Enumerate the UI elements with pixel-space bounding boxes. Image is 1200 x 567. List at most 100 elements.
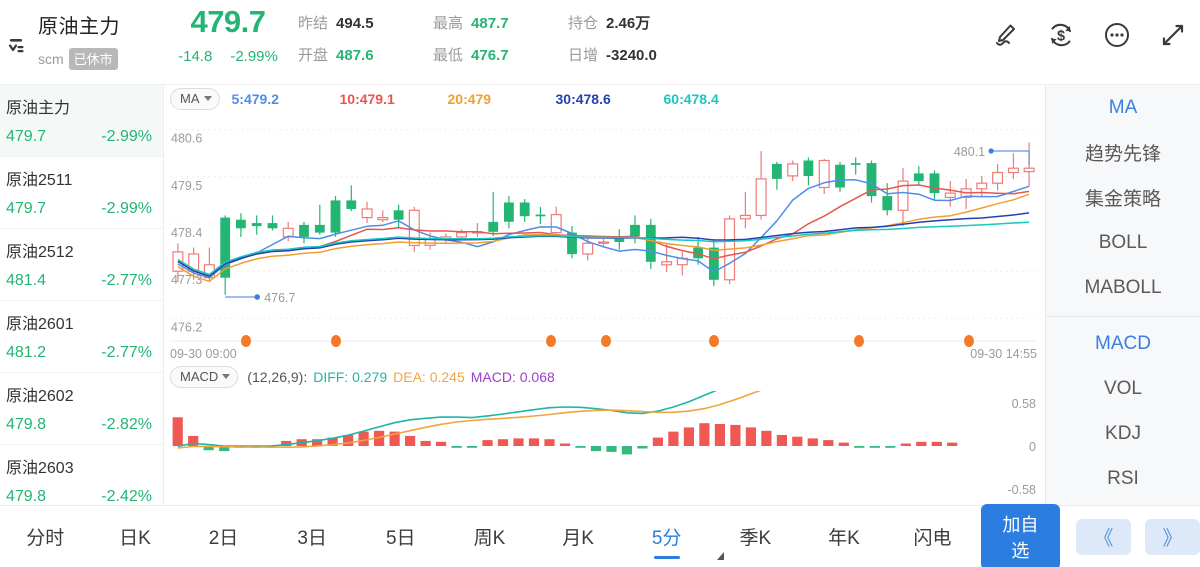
macd-params: (12,26,9):: [247, 369, 308, 385]
change-percent: -2.99%: [230, 48, 278, 65]
watchlist-item-name: 原油2511: [6, 172, 73, 189]
stat-label: 昨结: [298, 15, 329, 32]
candlestick-chart[interactable]: 480.6 479.5 478.4 477.3 476.2 480.1 476.7 09-30…: [164, 113, 1045, 363]
watchlist-item-3[interactable]: 原油2601 481.2 -2.77%: [0, 301, 163, 373]
stat-open: 开盘 487.6: [298, 44, 433, 65]
svg-text:$: $: [1057, 29, 1065, 45]
indicator-kdj[interactable]: KDJ: [1105, 422, 1141, 444]
ma5-value: 5:479.2: [231, 91, 279, 107]
stat-column-1: 昨结 494.5 开盘 487.6: [298, 12, 433, 76]
watchlist-item-pct: -2.99%: [101, 200, 152, 217]
stat-label: 日增: [568, 47, 599, 64]
tab-3day[interactable]: 3日: [297, 528, 327, 549]
watchlist-item-2[interactable]: 原油2512 481.4 -2.77%: [0, 229, 163, 301]
instrument-name: 原油主力: [38, 16, 120, 38]
svg-text:476.2: 476.2: [171, 320, 202, 334]
header-stats: 昨结 494.5 开盘 487.6 最高 487.7 最低 476.7: [298, 0, 703, 76]
svg-text:-0.58: -0.58: [1008, 483, 1037, 497]
more-ellipsis-icon[interactable]: [1100, 18, 1134, 52]
instrument-code: scm: [38, 51, 64, 67]
macd-chart[interactable]: 0.58 0 -0.58: [164, 391, 1045, 503]
panel-divider: [1046, 316, 1200, 317]
indicator-macd[interactable]: MACD: [1095, 332, 1151, 354]
watchlist-item-name: 原油主力: [6, 100, 71, 117]
prev-page-button[interactable]: 《: [1075, 518, 1131, 555]
chevron-down-icon: [203, 96, 212, 101]
indicator-gold-strategy[interactable]: 集金策略: [1084, 189, 1161, 210]
watchlist-item-pct: -2.77%: [101, 272, 152, 289]
watchlist-item-values: 479.7 -2.99%: [6, 200, 155, 218]
watchlist-item-price: 479.8: [6, 416, 47, 433]
stat-value: -3240.0: [606, 47, 657, 64]
watchlist-item-0[interactable]: 原油主力 479.7 -2.99%: [0, 85, 163, 157]
header-icon-group: $: [988, 18, 1190, 52]
stat-prev-settle: 昨结 494.5: [298, 12, 433, 33]
candlestick-svg: 480.6 479.5 478.4 477.3 476.2 480.1 476.7 09-30…: [170, 129, 1037, 361]
svg-text:478.4: 478.4: [171, 226, 202, 240]
collapse-arrows-icon[interactable]: [1156, 18, 1190, 52]
last-price-block: 479.7 -14.8 -2.99%: [158, 0, 298, 65]
watchlist-item-values: 481.4 -2.77%: [6, 272, 155, 290]
ma-indicator-bar: MA 5:479.2 10:479.1 20:479 30:478.6 60:4…: [164, 85, 1045, 113]
pen-draw-icon[interactable]: [988, 18, 1022, 52]
svg-text:09-30 09:00: 09-30 09:00: [170, 347, 237, 361]
chevron-down-icon: [222, 374, 231, 379]
market-status-badge: 已休市: [68, 48, 118, 70]
tab-quarter-k[interactable]: 季K: [739, 528, 772, 549]
svg-text:0: 0: [1029, 440, 1036, 454]
stat-value: 487.7: [471, 15, 509, 32]
indicator-group-main: MA 趋势先锋 集金策略 BOLL MABOLL: [1046, 85, 1200, 310]
watchlist-item-pct: -2.82%: [101, 416, 152, 433]
tab-year-k[interactable]: 年K: [828, 528, 860, 549]
ma60-value: 60:478.4: [663, 91, 719, 107]
change-row: -14.8 -2.99%: [158, 48, 298, 65]
ma20-value: 20:479: [447, 91, 492, 107]
tab-day-k[interactable]: 日K: [119, 528, 151, 549]
indicator-boll[interactable]: BOLL: [1098, 231, 1148, 253]
macd-dea-value: DEA: 0.245: [393, 369, 465, 385]
stat-low: 最低 476.7: [433, 44, 568, 65]
tab-week-k[interactable]: 周K: [473, 528, 506, 549]
stat-daily-increase: 日增 -3240.0: [568, 44, 703, 65]
macd-selector-button[interactable]: MACD: [170, 366, 239, 388]
indicator-panel: MA 趋势先锋 集金策略 BOLL MABOLL MACD VOL KDJ RS…: [1045, 85, 1200, 505]
watchlist-item-4[interactable]: 原油2602 479.8 -2.82%: [0, 373, 163, 445]
next-page-button[interactable]: 》: [1145, 518, 1200, 555]
chart-area: MA 5:479.2 10:479.1 20:479 30:478.6 60:4…: [164, 85, 1045, 505]
tab-expand-triangle-icon: [716, 552, 724, 560]
currency-refresh-icon[interactable]: $: [1044, 18, 1078, 52]
add-to-watchlist-button[interactable]: 加自选: [980, 503, 1060, 567]
tab-month-k[interactable]: 月K: [562, 528, 594, 549]
ma-selector-button[interactable]: MA: [170, 88, 220, 110]
tab-active-underline: [653, 556, 680, 559]
period-tabbar: 分时 日K 2日 3日 5日 周K 月K 5分 季K 年K 闪电 加自选 《 》: [0, 503, 1200, 567]
watchlist-item-5[interactable]: 原油2603 479.8 -2.42%: [0, 445, 163, 505]
watchlist-item-name: 原油2603: [6, 460, 74, 477]
stat-open-interest: 持仓 2.46万: [568, 12, 703, 33]
stat-label: 持仓: [568, 15, 599, 32]
watchlist-item-1[interactable]: 原油2511 479.7 -2.99%: [0, 157, 163, 229]
macd-indicator-bar: MACD (12,26,9): DIFF: 0.279 DEA: 0.245 M…: [164, 363, 1045, 391]
tab-2day[interactable]: 2日: [208, 528, 239, 549]
watchlist-sidebar[interactable]: 原油主力 479.7 -2.99% 原油2511 479.7 -2.99% 原油…: [0, 85, 164, 505]
tab-5min-label: 5分: [651, 528, 682, 549]
stat-value: 487.6: [336, 47, 374, 64]
watchlist-item-values: 479.8 -2.42%: [6, 488, 155, 505]
macd-macd-value: MACD: 0.068: [470, 369, 555, 385]
tab-5day[interactable]: 5日: [385, 528, 416, 549]
watchlist-item-pct: -2.42%: [101, 488, 152, 505]
svg-text:477.3: 477.3: [171, 273, 202, 287]
svg-text:0.58: 0.58: [1012, 397, 1036, 411]
svg-text:476.7: 476.7: [264, 291, 295, 305]
indicator-maboll[interactable]: MABOLL: [1084, 276, 1162, 298]
tab-lightning[interactable]: 闪电: [913, 528, 952, 549]
svg-text:479.5: 479.5: [171, 179, 202, 193]
indicator-vol[interactable]: VOL: [1103, 377, 1143, 399]
indicator-rsi[interactable]: RSI: [1107, 467, 1139, 489]
indicator-trend-pioneer[interactable]: 趋势先锋: [1084, 144, 1161, 165]
tab-5min[interactable]: 5分: [622, 523, 724, 560]
indicator-ma[interactable]: MA: [1108, 96, 1138, 118]
indicator-group-sub: MACD VOL KDJ RSI: [1046, 321, 1200, 501]
tab-fenshi[interactable]: 分时: [26, 528, 65, 549]
list-sort-icon[interactable]: [0, 0, 38, 85]
